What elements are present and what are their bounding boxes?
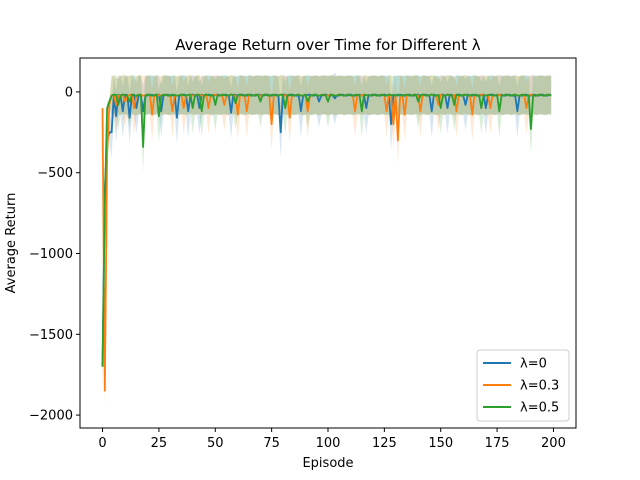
y-tick-label: −1000 xyxy=(29,247,73,262)
y-tick-label: −2000 xyxy=(29,409,73,424)
x-axis: 0 25 50 75 100 125 150 175 200 xyxy=(98,428,566,451)
series-lines xyxy=(101,93,552,392)
x-tick-label: 150 xyxy=(428,436,453,451)
x-tick-label: 25 xyxy=(151,436,168,451)
legend-box xyxy=(476,349,570,422)
confidence-bands xyxy=(102,72,552,411)
x-tick-label: 100 xyxy=(316,436,341,451)
series-line xyxy=(101,93,552,367)
x-tick-label: 125 xyxy=(372,436,397,451)
y-axis-title: Average Return xyxy=(4,193,19,294)
x-tick-label: 200 xyxy=(541,436,566,451)
legend: λ=0 λ=0.3 λ=0.5 xyxy=(476,349,570,422)
y-tick-label: 0 xyxy=(65,85,73,100)
y-tick-label: −500 xyxy=(37,166,73,181)
series-band xyxy=(102,72,552,386)
series-band xyxy=(102,75,552,411)
x-tick-label: 175 xyxy=(485,436,510,451)
series-band xyxy=(102,75,552,386)
legend-label: λ=0.5 xyxy=(520,401,559,416)
legend-label: λ=0.3 xyxy=(520,379,559,394)
x-tick-label: 75 xyxy=(263,436,280,451)
x-axis-title: Episode xyxy=(302,456,353,471)
y-axis: 0 −500 −1000 −1500 −2000 xyxy=(29,85,80,424)
y-tick-label: −1500 xyxy=(29,328,73,343)
x-tick-label: 50 xyxy=(207,436,224,451)
x-tick-label: 0 xyxy=(98,436,106,451)
chart-title: Average Return over Time for Different λ xyxy=(175,36,480,54)
legend-label: λ=0 xyxy=(520,357,547,372)
